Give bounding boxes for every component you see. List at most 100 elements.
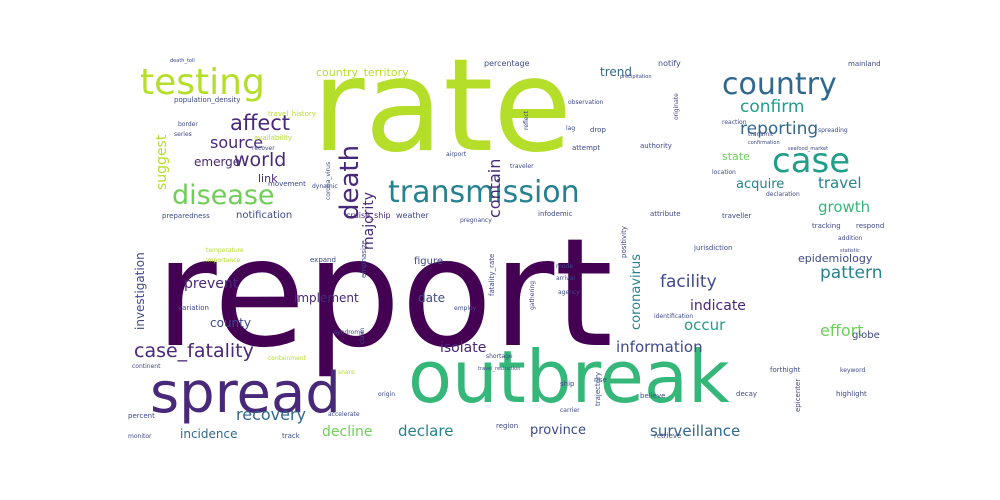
word-transmit: transmit	[748, 131, 774, 138]
word-drop: drop	[590, 126, 606, 134]
word-containment: containment	[268, 355, 307, 362]
word-occur: occur	[684, 316, 726, 334]
word-origin: origin	[378, 391, 395, 398]
word-temperature: temperature	[206, 247, 244, 254]
word-death: death	[335, 145, 365, 220]
word-mode: mode	[556, 263, 573, 270]
word-globe: globe	[852, 330, 880, 341]
word-expand: expand	[310, 256, 336, 264]
word-travel-history: travel_history	[268, 110, 316, 118]
word-rate: rate	[312, 32, 572, 181]
word-addition: addition	[838, 235, 863, 242]
word-acquire: acquire	[736, 177, 784, 192]
word-case-fatality: case_fatality	[134, 340, 254, 362]
word-recovery: recovery	[236, 405, 306, 424]
word-transmission: transmission	[388, 175, 580, 210]
word-availability: availability	[254, 134, 292, 142]
word-region: region	[496, 422, 518, 430]
word-testing: testing	[140, 62, 265, 103]
word-affect: affect	[230, 111, 290, 135]
word-agency: agency	[558, 289, 580, 296]
word-world: world	[234, 149, 286, 171]
word-implement: implement	[294, 291, 359, 305]
word-syndrome: syndrome	[334, 329, 364, 336]
word-date: date	[418, 291, 445, 305]
word-pregnancy: pregnancy	[460, 217, 492, 224]
word-claim: claim	[359, 328, 366, 344]
word-accelerate: accelerate	[328, 411, 360, 418]
word-decline: decline	[322, 424, 372, 440]
word-traveler: traveler	[510, 163, 534, 170]
word-reaction: reaction	[722, 119, 747, 126]
word-notification: notification	[236, 210, 292, 221]
word-epicenter: epicenter	[794, 379, 802, 412]
word-fatality-rate: fatality_rate	[488, 254, 496, 296]
word-group: report rate outbreak spread testing case trans…	[128, 32, 884, 441]
word-retrieve: retrieve	[654, 432, 681, 440]
word-series: series	[174, 131, 192, 138]
word-authority: authority	[640, 142, 672, 150]
word-pattern: pattern	[820, 263, 882, 283]
word-attribute: attribute	[650, 210, 681, 218]
word-declare: declare	[398, 422, 453, 440]
word-country: country	[722, 67, 837, 102]
word-spreading: spreading	[818, 127, 848, 134]
word-identification: identification	[654, 313, 693, 320]
word-disease: disease	[172, 180, 275, 211]
word-observation: observation	[568, 99, 604, 106]
word-variation: variation	[178, 304, 209, 312]
word-preparedness: preparedness	[162, 212, 210, 220]
word-movement: movement	[268, 180, 306, 188]
word-travel: travel	[818, 174, 862, 192]
word-respond: respond	[856, 222, 884, 230]
word-county: county	[210, 316, 251, 330]
word-effort: effort	[820, 321, 864, 340]
word-border: border	[178, 121, 198, 128]
word-shortage: shortage	[486, 353, 513, 360]
word-source: source	[210, 133, 263, 152]
word-declaration: declaration	[766, 191, 800, 198]
word-notify: notify	[658, 59, 681, 68]
word-tracking: tracking	[812, 222, 841, 230]
word-spread: spread	[150, 361, 341, 426]
word-emphasize: emphasize	[360, 240, 368, 278]
word-recover: recover	[252, 145, 275, 152]
word-confirmation: confirmation	[748, 140, 780, 146]
word-cruise-ship: cruise_ship	[346, 211, 391, 220]
word-gathering: gathering	[529, 281, 536, 310]
word-population-density: population_density	[174, 96, 240, 104]
word-investigation: investigation	[133, 252, 147, 330]
word-facility: facility	[660, 272, 717, 292]
word-incidence: incidence	[180, 427, 237, 441]
word-forthight: forthight	[770, 366, 801, 374]
word-confirm: confirm	[740, 97, 804, 117]
word-reporting: reporting	[740, 119, 818, 139]
word-rise: rise	[594, 376, 607, 384]
word-highlight: highlight	[836, 390, 867, 398]
word-decay: decay	[736, 390, 757, 398]
word-epidemiology: epidemiology	[798, 252, 873, 265]
word-emerge: emerge	[194, 155, 240, 169]
word-originate: originate	[673, 93, 680, 120]
word-positivity: positivity	[620, 226, 628, 258]
word-coronavirus: coronavirus	[629, 254, 644, 330]
word-contain: contain	[485, 159, 504, 218]
word-employ: employ	[454, 305, 477, 312]
word-prevent: prevent	[184, 276, 239, 292]
word-report: report	[155, 207, 613, 381]
word-death-toll: death_toll	[170, 58, 195, 64]
word-seafood-market: seafood_market	[788, 146, 828, 152]
word-trend: trend	[600, 65, 632, 79]
word-state: state	[722, 150, 750, 163]
word-continent: continent	[132, 363, 161, 370]
word-ship: ship	[560, 380, 575, 388]
word-precipitation: precipitation	[620, 74, 652, 80]
word-arrival: arrival	[556, 275, 575, 282]
word-reflect: reflect	[523, 110, 530, 130]
word-travel-restriction: travel_restriction	[478, 366, 520, 372]
word-indicate: indicate	[690, 298, 746, 314]
word-weather: weather	[396, 211, 429, 220]
word-majority: majority	[361, 192, 377, 250]
